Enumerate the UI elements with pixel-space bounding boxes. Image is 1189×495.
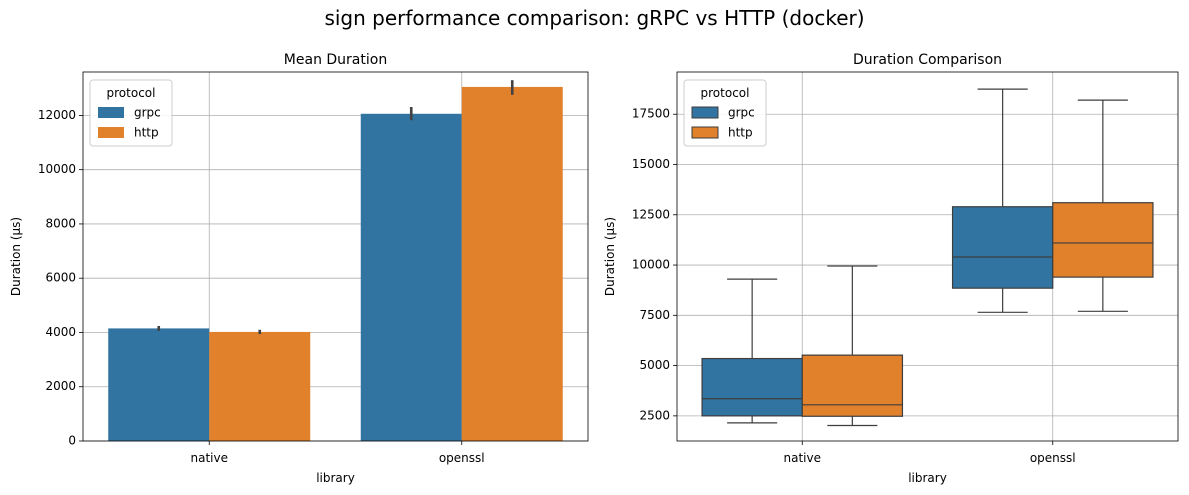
axes-frame — [676, 71, 1179, 442]
legend-swatch-grpc — [98, 107, 124, 118]
box-grpc-openssl — [951, 206, 1054, 289]
y-axis-label: Duration (µs) — [9, 217, 23, 296]
y-tick-label: 4000 — [45, 325, 76, 339]
y-tick-label: 10000 — [632, 258, 670, 272]
legend-swatch-http — [98, 127, 124, 138]
figure-title: sign performance comparison: gRPC vs HTT… — [324, 6, 865, 30]
x-axis-label: library — [908, 471, 947, 485]
legend-label-grpc: grpc — [728, 106, 755, 120]
axes-frame — [82, 71, 589, 442]
legend-title: protocol — [107, 86, 156, 100]
y-tick-label: 0 — [68, 434, 76, 448]
legend-label-http: http — [728, 126, 753, 140]
y-tick-label: 2500 — [639, 408, 670, 422]
y-tick-label: 12500 — [632, 207, 670, 221]
box-http-native — [801, 354, 904, 417]
y-tick-label: 2000 — [45, 379, 76, 393]
y-tick-label: 10000 — [38, 162, 76, 176]
x-axis-label: library — [316, 471, 355, 485]
y-tick-label: 12000 — [38, 108, 76, 122]
y-tick-label: 7500 — [639, 308, 670, 322]
x-tick-label-openssl: openssl — [439, 451, 485, 465]
legend-label-grpc: grpc — [134, 106, 161, 120]
legend-title: protocol — [701, 86, 750, 100]
legend-swatch-http — [691, 126, 719, 139]
legend-label-http: http — [134, 126, 159, 140]
panel-title: Duration Comparison — [853, 52, 1002, 68]
box-http-openssl — [1052, 202, 1154, 278]
y-tick-label: 15000 — [632, 157, 670, 171]
y-tick-label: 8000 — [45, 216, 76, 230]
box-grpc-native — [701, 357, 803, 417]
panel-title: Mean Duration — [284, 52, 387, 68]
legend-swatch-grpc — [691, 106, 719, 119]
bar-grpc-openssl — [360, 113, 462, 442]
x-tick-label-native: native — [191, 451, 228, 465]
y-tick-label: 6000 — [45, 271, 76, 285]
bar-http-openssl — [461, 86, 563, 441]
x-tick-label-native: native — [784, 451, 821, 465]
y-tick-label: 5000 — [639, 358, 670, 372]
x-tick-label-openssl: openssl — [1030, 451, 1076, 465]
bar-http-native — [209, 331, 311, 441]
y-tick-label: 17500 — [632, 107, 670, 121]
y-axis-label: Duration (µs) — [603, 217, 617, 296]
bar-grpc-native — [108, 328, 210, 441]
